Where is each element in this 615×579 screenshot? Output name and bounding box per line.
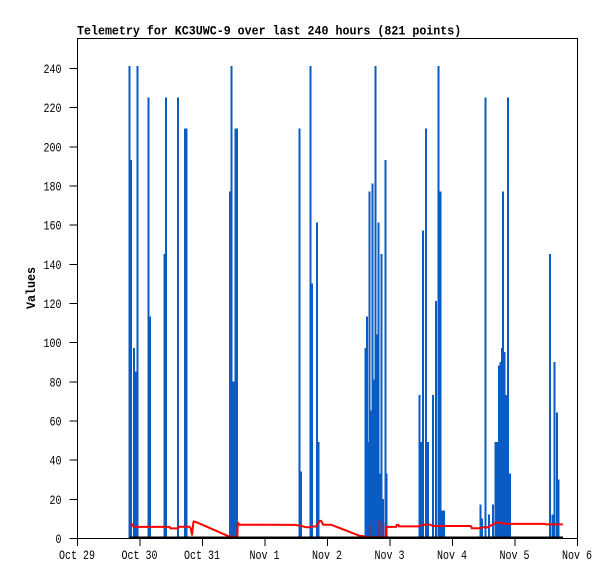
svg-text:Telemetry for KC3UWC-9 over la: Telemetry for KC3UWC-9 over last 240 hou… (77, 24, 461, 39)
svg-text:100: 100 (43, 337, 61, 352)
svg-text:Nov 6: Nov 6 (562, 549, 592, 564)
svg-text:40: 40 (49, 455, 61, 470)
svg-text:Nov 3: Nov 3 (374, 549, 404, 564)
svg-text:Oct 30: Oct 30 (121, 549, 157, 564)
svg-text:0: 0 (55, 533, 61, 548)
svg-text:Nov 2: Nov 2 (312, 549, 342, 564)
svg-text:Oct 31: Oct 31 (184, 549, 220, 564)
svg-text:140: 140 (43, 259, 61, 274)
svg-text:200: 200 (43, 141, 61, 156)
svg-text:Nov 5: Nov 5 (499, 549, 529, 564)
svg-text:240: 240 (43, 63, 61, 78)
svg-text:Nov 4: Nov 4 (437, 549, 467, 564)
svg-text:220: 220 (43, 102, 61, 117)
svg-text:20: 20 (49, 494, 61, 509)
svg-text:80: 80 (49, 376, 61, 391)
svg-text:Nov 1: Nov 1 (249, 549, 279, 564)
svg-text:160: 160 (43, 220, 61, 235)
svg-text:180: 180 (43, 180, 61, 195)
svg-text:Oct 29: Oct 29 (59, 549, 95, 564)
svg-text:120: 120 (43, 298, 61, 313)
svg-text:60: 60 (49, 415, 61, 430)
svg-text:Values: Values (24, 267, 39, 309)
